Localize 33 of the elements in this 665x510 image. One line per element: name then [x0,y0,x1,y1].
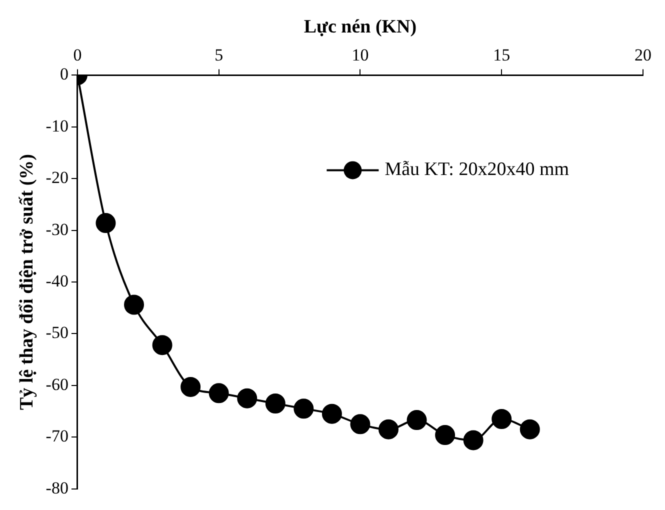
point [124,294,144,315]
legend-label: Mẫu KT: 20x20x40 mm [384,159,570,180]
point [350,414,370,434]
point [180,376,201,397]
point [208,383,229,404]
point [435,425,456,446]
y-axis-title: Tỷ lệ thay đổi điện trở suất (%) [16,154,38,410]
point [265,393,286,414]
x-tick-label: 5 [214,45,224,64]
x-tick-label: 0 [73,45,82,64]
y-tick-label: -20 [46,168,68,188]
x-axis-title: Lực nén (KN) [304,16,417,38]
point [96,213,116,234]
x-tick-label: 15 [493,45,510,64]
point [237,388,258,408]
point [406,410,427,430]
y-tick-label: -50 [46,323,68,342]
x-tick-label: 20 [634,45,652,64]
point [463,430,484,450]
y-tick-label: 0 [60,64,68,84]
x-tick-label: 10 [352,45,369,64]
point [294,398,314,419]
point [322,404,342,424]
y-tick-label: -30 [46,220,68,239]
point [378,419,399,440]
point [520,419,540,440]
y-tick-label: -70 [46,426,68,446]
y-tick-label: -10 [46,116,68,136]
point [152,335,172,356]
y-tick-label: -80 [46,478,68,498]
point [492,409,512,430]
y-tick-label: -60 [46,374,68,394]
y-tick-label: -40 [46,271,68,290]
